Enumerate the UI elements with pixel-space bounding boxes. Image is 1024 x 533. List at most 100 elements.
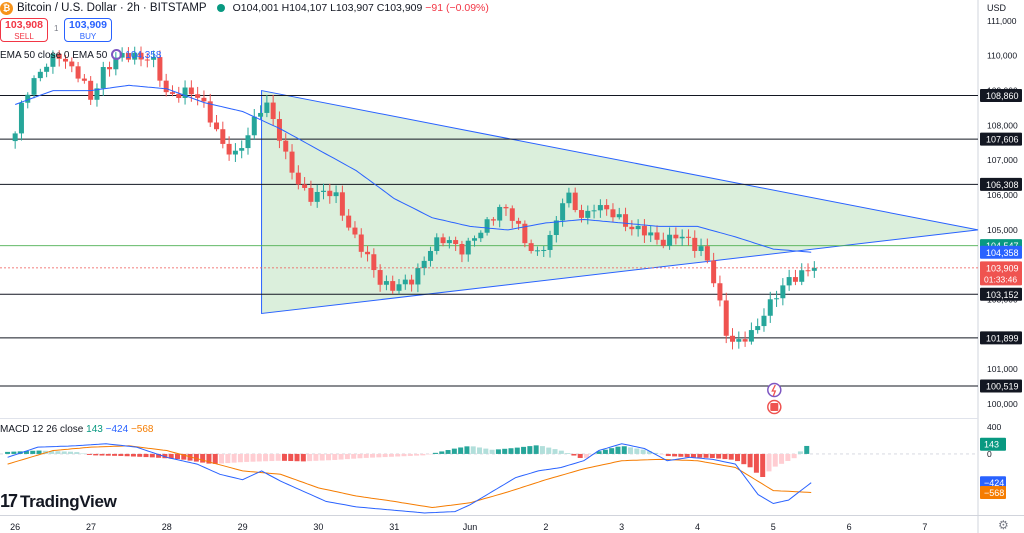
- ema-legend[interactable]: EMA 50 close 0 EMA 50 104,358: [0, 49, 161, 61]
- macd-histogram-bar: [760, 453, 766, 477]
- sell-button[interactable]: 103,908 SELL: [0, 18, 48, 42]
- macd-histogram-bar: [143, 453, 149, 458]
- time-tick-label: 26: [10, 522, 20, 532]
- candle-body: [176, 93, 182, 99]
- candle-body: [302, 184, 308, 188]
- macd-histogram-bar: [99, 453, 105, 456]
- macd-histogram-bar: [200, 453, 206, 463]
- candle-body: [226, 143, 232, 155]
- candle-body: [138, 52, 144, 60]
- time-tick-label: 6: [847, 522, 852, 532]
- macd-histogram-bar: [703, 453, 709, 458]
- candle-body: [383, 281, 389, 285]
- macd-histogram-bar: [206, 453, 212, 464]
- candle-body: [553, 220, 559, 236]
- macd-histogram-bar: [407, 453, 413, 456]
- candle-body: [591, 210, 597, 212]
- macd-histogram-bar: [753, 453, 759, 473]
- candle-body: [358, 234, 364, 252]
- buy-button[interactable]: 103,909 BUY: [64, 18, 112, 42]
- price-tick-label: 111,000: [987, 16, 1017, 26]
- macd-histogram-bar: [300, 453, 306, 462]
- macd-histogram-bar: [363, 453, 369, 458]
- macd-histogram-bar: [137, 453, 143, 457]
- macd-legend[interactable]: MACD 12 26 close 143 −424 −568: [0, 424, 153, 435]
- lightning-bolt-icon: [771, 384, 777, 397]
- buy-price: 103,909: [69, 19, 107, 31]
- candle-body: [604, 205, 610, 210]
- macd-histogram-bar: [124, 453, 130, 457]
- macd-tag-label: 143: [984, 440, 999, 450]
- candle-body: [251, 116, 257, 136]
- macd-histogram-bar: [118, 453, 124, 456]
- candle-body: [641, 225, 647, 236]
- candle-body: [547, 235, 553, 250]
- chart-header: ₿ Bitcoin / U.S. Dollar · 2h · BITSTAMP …: [0, 0, 489, 16]
- macd-histogram-bar: [678, 453, 684, 457]
- currency-label[interactable]: USD: [987, 3, 1007, 13]
- candle-body: [509, 208, 515, 221]
- macd-histogram-bar: [470, 446, 476, 454]
- candle-body: [774, 298, 780, 300]
- candle-body: [522, 223, 528, 244]
- gear-icon[interactable]: ⚙: [998, 518, 1009, 532]
- candle-body: [100, 67, 106, 89]
- time-tick-label: 4: [695, 522, 700, 532]
- level-tag: [980, 287, 1022, 301]
- candle-body: [472, 238, 478, 241]
- candle-body: [440, 237, 446, 244]
- price-tag: [980, 245, 1022, 259]
- price-tick-label: 106,000: [987, 190, 1018, 200]
- indicator-settings-icon[interactable]: [111, 49, 123, 60]
- countdown-label: 01:33:46: [984, 274, 1017, 284]
- candle-body: [56, 53, 62, 59]
- macd-histogram-bar: [130, 453, 136, 457]
- candle-body: [295, 172, 301, 185]
- candle-body: [698, 246, 704, 251]
- price-tick-label: 108,000: [987, 120, 1018, 130]
- time-tick-label: 7: [922, 522, 927, 532]
- candle-body: [157, 57, 163, 81]
- candle-body: [94, 88, 100, 100]
- macd-histogram-bar: [514, 447, 520, 454]
- candle-body: [371, 254, 377, 271]
- candle-body: [239, 148, 245, 151]
- macd-histogram-bar: [508, 448, 514, 454]
- candle-body: [503, 206, 509, 209]
- macd-histogram-bar: [414, 453, 420, 456]
- macd-histogram-bar: [168, 453, 174, 459]
- candle-body: [805, 270, 811, 272]
- macd-histogram-bar: [558, 450, 564, 454]
- candle-body: [786, 277, 792, 286]
- macd-histogram-bar: [697, 453, 703, 458]
- candle-body: [151, 57, 157, 60]
- macd-histogram-bar: [162, 453, 168, 459]
- macd-histogram-bar: [672, 453, 678, 457]
- macd-histogram-bar: [583, 453, 589, 458]
- macd-hist-value: 143: [86, 424, 103, 435]
- candle-body: [270, 102, 276, 120]
- candle-body: [434, 237, 440, 251]
- level-tag: [980, 331, 1022, 345]
- macd-histogram-bar: [716, 453, 722, 459]
- macd-histogram-bar: [36, 450, 42, 454]
- time-tick-label: 5: [771, 522, 776, 532]
- candle-body: [654, 232, 660, 240]
- price-tick-label: 105,000: [987, 225, 1018, 235]
- buy-label: BUY: [79, 32, 97, 41]
- macd-histogram-bar: [212, 453, 218, 464]
- candle-body: [679, 236, 685, 239]
- macd-histogram-bar: [521, 446, 527, 454]
- price-tick-label: 110,000: [987, 51, 1017, 61]
- macd-signal-value: −568: [130, 424, 154, 435]
- candle-body: [390, 281, 396, 291]
- candle-body: [648, 232, 654, 236]
- macd-histogram-bar: [458, 447, 464, 454]
- symbol-title[interactable]: Bitcoin / U.S. Dollar · 2h · BITSTAMP: [17, 2, 207, 14]
- candle-body: [427, 250, 433, 261]
- candle-body: [314, 191, 320, 202]
- candle-body: [748, 330, 754, 342]
- candle-body: [258, 112, 264, 117]
- candle-body: [169, 92, 175, 94]
